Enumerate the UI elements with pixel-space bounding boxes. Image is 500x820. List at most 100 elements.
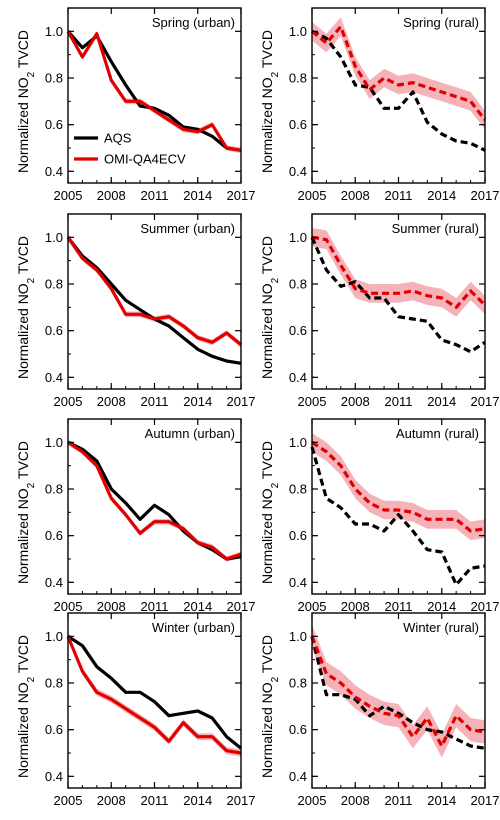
x-tick-label: 2008 — [97, 394, 126, 409]
plot-frame — [311, 612, 486, 789]
y-axis-label: Normalized NO2 TVCD — [259, 441, 281, 584]
y-tick-label: 0.8 — [289, 676, 307, 691]
panel-title: Spring (rural) — [403, 15, 479, 30]
y-tick-label: 1.0 — [45, 230, 63, 245]
x-tick-label: 2011 — [385, 793, 413, 808]
x-tick-label: 2014 — [183, 394, 212, 409]
chart-panel: 2005 2008 2011 2014 2017 0.4 0.6 0.8 1.0 Autumn (… — [15, 418, 256, 614]
uncertainty-band — [312, 228, 485, 317]
series-line — [311, 29, 486, 152]
panel-title: Summer (rural) — [392, 221, 479, 236]
x-tick-label: 2008 — [341, 793, 370, 808]
y-tick-label: 0.8 — [45, 71, 63, 86]
y-tick-label: 0.4 — [289, 164, 307, 179]
y-tick-label: 0.8 — [45, 676, 63, 691]
series-line — [310, 635, 486, 750]
x-tick-label: 2017 — [227, 394, 256, 409]
uncertainty-band — [68, 28, 241, 154]
chart-panel: 2005 2008 2011 2014 2017 0.4 0.6 0.8 1.0 Winter (… — [259, 612, 500, 808]
panel-title: Winter (urban) — [152, 620, 235, 635]
x-tick-label: 2017 — [471, 599, 500, 614]
y-tick-label: 1.0 — [45, 24, 63, 39]
x-tick-label: 2008 — [97, 599, 126, 614]
x-tick-label: 2005 — [54, 394, 83, 409]
y-tick-label: 0.6 — [289, 528, 307, 543]
x-tick-label: 2014 — [183, 599, 212, 614]
x-tick-label: 2008 — [97, 793, 126, 808]
series-line — [310, 446, 486, 587]
chart-panel: 2005 2008 2011 2014 2017 0.4 0.6 0.8 1.0 Autumn (… — [259, 418, 500, 614]
series-line — [310, 236, 486, 354]
y-tick-label: 0.4 — [45, 575, 63, 590]
x-tick-label: 2005 — [54, 188, 83, 203]
y-tick-label: 0.8 — [45, 482, 63, 497]
y-tick-label: 0.8 — [45, 277, 63, 292]
x-tick-label: 2008 — [341, 188, 370, 203]
y-axis-label: Normalized NO2 TVCD — [15, 236, 37, 379]
x-tick-label: 2017 — [227, 793, 256, 808]
x-tick-label: 2017 — [227, 599, 256, 614]
y-axis-label: Normalized NO2 TVCD — [15, 635, 37, 778]
series-line — [67, 440, 242, 561]
y-tick-label: 0.6 — [289, 323, 307, 338]
x-tick-label: 2014 — [427, 793, 456, 808]
uncertainty-band — [312, 624, 485, 758]
panel-title: Summer (urban) — [140, 221, 235, 236]
panel-title: Winter (rural) — [403, 620, 479, 635]
x-tick-label: 2014 — [427, 188, 456, 203]
y-tick-label: 0.4 — [289, 575, 307, 590]
y-tick-label: 1.0 — [289, 435, 307, 450]
series-line — [66, 236, 242, 365]
y-tick-label: 0.6 — [289, 722, 307, 737]
y-tick-label: 0.6 — [45, 528, 63, 543]
plot-frame — [67, 213, 242, 390]
panel-title: Autumn (rural) — [396, 426, 479, 441]
panel-title: Spring (urban) — [152, 15, 235, 30]
y-axis-label: Normalized NO2 TVCD — [259, 236, 281, 379]
series-line — [311, 440, 486, 533]
x-tick-label: 2011 — [385, 394, 413, 409]
legend-label: OMI-QA4ECV — [104, 152, 186, 167]
y-tick-label: 0.6 — [45, 117, 63, 132]
y-tick-label: 0.4 — [289, 370, 307, 385]
x-tick-label: 2005 — [298, 793, 327, 808]
x-tick-label: 2011 — [385, 188, 413, 203]
chart-panel: 2005 2008 2011 2014 2017 0.4 0.6 0.8 1.0 Summer (… — [15, 213, 256, 409]
y-tick-label: 0.6 — [45, 323, 63, 338]
x-tick-label: 2011 — [141, 188, 169, 203]
chart-panel: 2005 2008 2011 2014 2017 0.4 0.6 0.8 1.0 Spring (… — [15, 7, 256, 203]
series-line — [67, 440, 242, 561]
x-tick-label: 2011 — [141, 394, 169, 409]
uncertainty-band — [68, 234, 241, 348]
x-tick-label: 2017 — [227, 188, 256, 203]
x-tick-label: 2017 — [471, 394, 500, 409]
x-tick-label: 2005 — [298, 394, 327, 409]
y-tick-label: 0.4 — [45, 769, 63, 784]
x-tick-label: 2014 — [427, 599, 456, 614]
uncertainty-band — [312, 17, 485, 130]
series-line — [310, 25, 487, 121]
y-axis-label: Normalized NO2 TVCD — [15, 30, 37, 173]
x-tick-label: 2005 — [298, 599, 327, 614]
chart-panel: 2005 2008 2011 2014 2017 0.4 0.6 0.8 1.0 Winter (… — [15, 612, 256, 808]
x-tick-label: 2005 — [298, 188, 327, 203]
x-tick-label: 2014 — [427, 394, 456, 409]
x-tick-label: 2017 — [471, 793, 500, 808]
x-tick-label: 2011 — [141, 599, 169, 614]
x-tick-label: 2008 — [341, 599, 370, 614]
y-tick-label: 0.8 — [289, 482, 307, 497]
y-tick-label: 0.4 — [289, 769, 307, 784]
y-axis-label: Normalized NO2 TVCD — [259, 635, 281, 778]
y-tick-label: 0.6 — [289, 117, 307, 132]
series-line — [66, 30, 242, 152]
y-tick-label: 1.0 — [45, 435, 63, 450]
x-tick-label: 2017 — [471, 188, 500, 203]
series-line — [66, 635, 242, 755]
y-tick-label: 1.0 — [45, 629, 63, 644]
chart-panel: 2005 2008 2011 2014 2017 0.4 0.6 0.8 1.0 Spring (… — [259, 7, 500, 203]
series-line — [67, 634, 243, 750]
legend-label: AQS — [104, 131, 132, 146]
y-tick-label: 0.4 — [45, 370, 63, 385]
y-tick-label: 1.0 — [289, 629, 307, 644]
